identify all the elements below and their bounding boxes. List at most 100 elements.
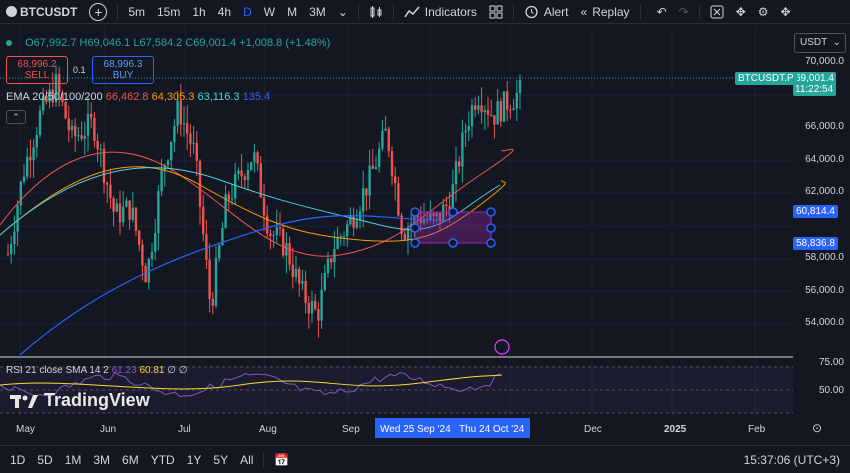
candle-body xyxy=(323,272,326,290)
interval-15m[interactable]: 15m xyxy=(157,4,181,19)
candle-body xyxy=(432,213,435,217)
candle-body xyxy=(362,188,365,212)
divider xyxy=(512,3,514,20)
layouts-button[interactable] xyxy=(483,0,509,24)
candle-body xyxy=(29,156,32,161)
indicators-label: Indicators xyxy=(424,4,477,19)
rsi-label: RSI 21 close SMA 14 2 xyxy=(6,365,109,376)
plus-icon: + xyxy=(89,2,108,21)
interval-5m[interactable]: 5m xyxy=(128,4,145,19)
price-axis[interactable]: USDT ⌄ 70,000.0 66,000.0 64,000.0 62,000… xyxy=(793,25,850,415)
candle-body xyxy=(493,115,496,125)
candle-body xyxy=(189,133,192,144)
interval-3m[interactable]: 3M xyxy=(309,4,326,19)
goto-date-button[interactable]: 📅 xyxy=(268,453,295,467)
auto-scale-button[interactable]: ⊙ xyxy=(812,421,822,435)
redo-button[interactable]: ↷ xyxy=(673,0,695,24)
candle-body xyxy=(150,251,154,260)
candle-body xyxy=(38,110,42,135)
buy-button[interactable]: 68,996.3 BUY xyxy=(92,56,154,84)
candle-body xyxy=(269,233,272,237)
price-tick: 62,000.0 xyxy=(805,186,844,197)
candle-body xyxy=(10,243,13,255)
candle-body xyxy=(435,212,438,217)
candle-body xyxy=(486,110,490,115)
candle-body xyxy=(502,91,506,122)
symbol-search[interactable]: BTCUSDT xyxy=(0,0,83,24)
candle-body xyxy=(16,205,19,232)
tradingview-logo[interactable]: TradingView xyxy=(10,390,150,411)
candle-body xyxy=(253,152,256,163)
interval-m[interactable]: M xyxy=(287,4,298,19)
candle-body xyxy=(51,89,54,103)
rsi-value: 61.23 xyxy=(111,365,137,376)
indicators-icon xyxy=(404,6,420,17)
interval-w[interactable]: W xyxy=(263,4,276,19)
interval-dropdown[interactable]: ⌄ xyxy=(332,0,354,24)
add-symbol-button[interactable]: + xyxy=(83,0,113,24)
candle-body xyxy=(125,200,128,207)
divider xyxy=(357,3,359,20)
candle-body xyxy=(6,253,10,255)
chart-type-button[interactable] xyxy=(363,0,389,24)
indicators-button[interactable]: Indicators xyxy=(398,0,483,24)
candle-body xyxy=(451,184,454,215)
candle-body xyxy=(416,214,419,218)
currency-selector[interactable]: USDT ⌄ xyxy=(794,33,846,53)
fullscreen-button[interactable] xyxy=(704,0,730,24)
time-axis[interactable]: May Jun Jul Aug Sep Wed 25 Sep '24 Thu 2… xyxy=(0,415,850,445)
settings-button[interactable]: ⚙ xyxy=(752,0,775,24)
divider xyxy=(263,451,265,468)
candle-body xyxy=(378,148,381,167)
alert-button[interactable]: Alert xyxy=(518,0,575,24)
range-3m[interactable]: 3M xyxy=(93,452,111,467)
candle-body xyxy=(70,125,74,131)
time-label: May xyxy=(16,424,35,435)
collapse-legend-button[interactable]: ⌃ xyxy=(6,110,26,124)
range-ytd[interactable]: YTD xyxy=(150,452,175,467)
layout-menu-button[interactable]: ✥ xyxy=(775,0,797,24)
favorites-button[interactable]: ✥ xyxy=(730,0,752,24)
undo-icon: ↶ xyxy=(656,4,667,19)
ema50-value: 64,305.3 xyxy=(151,91,195,103)
candle-body xyxy=(317,309,320,321)
candle-body xyxy=(355,220,358,228)
candle-body xyxy=(330,258,333,263)
candle-body xyxy=(397,183,400,216)
ema20-value: 66,462.8 xyxy=(105,91,149,103)
range-1y[interactable]: 1Y xyxy=(186,452,202,467)
range-all[interactable]: All xyxy=(240,452,254,467)
candle-body xyxy=(506,91,509,110)
sell-button[interactable]: 68,996.2 SELL xyxy=(6,56,68,84)
grid-icon xyxy=(489,5,503,18)
undo-button[interactable]: ↶ xyxy=(651,0,673,24)
clock-label[interactable]: 15:37:06 (UTC+3) xyxy=(743,452,840,467)
candle-body xyxy=(246,170,250,181)
range-1d[interactable]: 1D xyxy=(10,452,26,467)
range-5d[interactable]: 5D xyxy=(37,452,53,467)
gear-icon: ⚙ xyxy=(757,4,769,19)
candle-body xyxy=(400,215,403,234)
price-chart[interactable] xyxy=(0,25,793,415)
range-6m[interactable]: 6M xyxy=(122,452,139,467)
interval-1h[interactable]: 1h xyxy=(192,4,206,19)
clover-icon: ✥ xyxy=(780,4,791,19)
candle-body xyxy=(480,105,483,113)
candle-body xyxy=(282,228,285,256)
ohlc-change: +1,008.8 (+1.48%) xyxy=(239,37,331,49)
replay-button[interactable]: « Replay xyxy=(575,0,636,24)
candle-body xyxy=(275,227,278,236)
range-1m[interactable]: 1M xyxy=(64,452,82,467)
interval-4h[interactable]: 4h xyxy=(217,4,232,19)
candle-body xyxy=(13,231,16,244)
range-5y[interactable]: 5Y xyxy=(213,452,229,467)
interval-d[interactable]: D xyxy=(243,4,252,19)
candle-body xyxy=(387,128,390,152)
candle-body xyxy=(346,224,349,237)
price-tick: 54,000.0 xyxy=(805,317,844,328)
candle-body xyxy=(157,191,160,234)
rsi-tick: 75.00 xyxy=(818,357,844,368)
candle-body xyxy=(160,170,163,192)
candle-body xyxy=(349,216,352,225)
spread-value: 0.1 xyxy=(73,65,86,75)
